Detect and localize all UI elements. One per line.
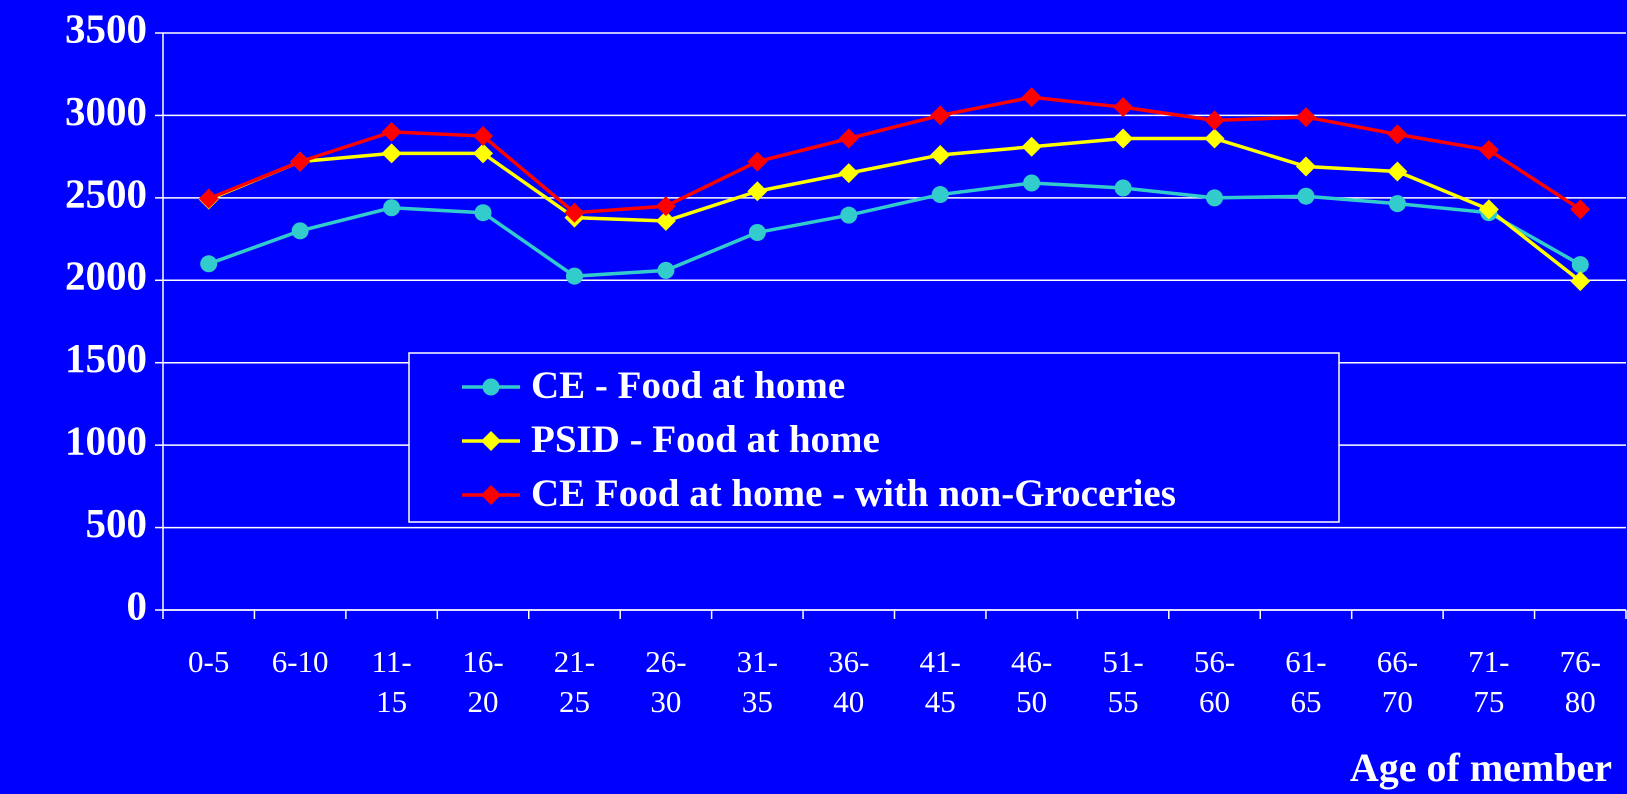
marker [1295,107,1316,128]
marker [383,199,401,217]
marker [198,188,219,209]
x-tick-label: 0-5 [188,644,230,679]
marker [1021,87,1042,108]
x-tick-label: 71-75 [1468,644,1510,719]
marker [1206,189,1224,207]
marker [473,126,494,147]
x-tick-label: 11-15 [371,644,412,719]
marker [838,128,859,149]
marker [1478,140,1499,161]
marker [482,378,500,396]
marker [1388,195,1406,213]
marker [290,151,311,172]
x-tick-label: 66-70 [1376,644,1419,719]
marker [1297,187,1315,205]
marker [655,196,676,217]
marker [473,143,494,164]
marker [840,206,858,224]
marker [474,204,492,222]
legend: CE - Food at home PSID - Food at home CE F… [408,352,1340,523]
y-tick-label: 2000 [65,253,147,299]
marker [655,210,676,231]
legend-label: CE - Food at home [531,364,845,407]
marker [1387,161,1408,182]
marker [565,267,583,285]
y-tick-label: 0 [127,582,148,628]
marker [1113,97,1134,118]
marker [1204,110,1225,131]
x-tick-label: 61-65 [1285,644,1327,719]
marker [1023,174,1041,192]
x-tick-label: 26-30 [645,644,687,719]
y-tick-label: 1000 [65,418,147,464]
marker [1571,256,1589,274]
marker [481,485,501,505]
marker [1204,128,1225,149]
y-tick-label: 2500 [65,170,147,216]
x-tick-label: 51-55 [1102,644,1144,719]
marker [1478,199,1499,220]
marker [381,143,402,164]
x-tick-label: 21-25 [553,644,596,719]
x-tick-label: 36-40 [828,644,870,719]
y-tick-label: 1500 [65,335,147,381]
y-tick-label: 500 [86,500,148,546]
series-line [208,181,1582,278]
x-tick-label: 31-35 [736,644,778,719]
x-tick-label: 41-45 [919,644,961,719]
marker [1295,156,1316,177]
x-tick-label: 16-20 [462,644,504,719]
marker [748,223,766,241]
marker [291,222,309,240]
marker [931,186,949,204]
marker [1570,199,1591,220]
legend-label: PSID - Food at home [531,418,880,461]
marker [564,202,585,223]
x-axis-title: Age of member [1350,745,1612,790]
marker [200,255,218,273]
marker [657,261,675,279]
marker [1114,179,1132,197]
x-tick-label: 6-10 [271,644,329,679]
marker [381,121,402,142]
marker [481,431,501,451]
marker [1570,271,1591,292]
marker [930,144,951,165]
marker [930,105,951,126]
x-tick-label: 76-80 [1559,644,1601,719]
marker [1113,128,1134,149]
x-tick-label: 46-50 [1010,644,1053,719]
marker [838,163,859,184]
marker [747,151,768,172]
series-line [208,95,1582,215]
y-tick-label: 3000 [65,88,147,134]
marker [1021,136,1042,157]
legend-box [408,352,1340,523]
x-tick-label: 56-60 [1193,644,1236,719]
marker [747,181,768,202]
legend-label: CE Food at home - with non-Groceries [531,472,1176,515]
marker [1387,124,1408,145]
series-line [208,136,1582,283]
y-tick-label: 3500 [65,5,147,51]
